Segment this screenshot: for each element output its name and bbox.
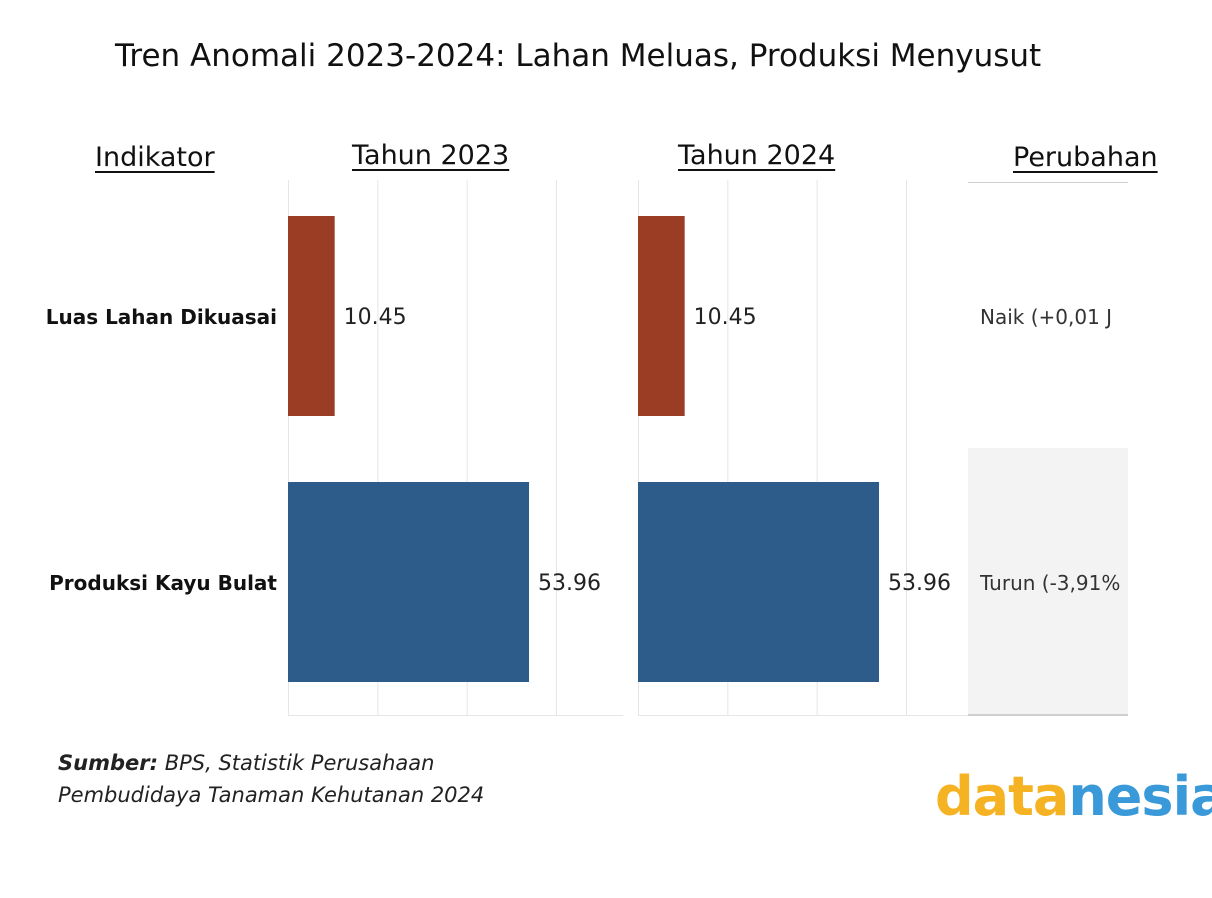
- chart-panel-2023: 10.45 53.96: [288, 180, 623, 716]
- bar-produksi: [288, 482, 530, 682]
- bar-produksi: [638, 482, 880, 682]
- change-bottom-rule: [968, 714, 1128, 716]
- row-label-produksi: Produksi Kayu Bulat: [49, 571, 277, 595]
- change-row-bg: [968, 448, 1128, 714]
- logo-part-nesia: nesia: [1068, 765, 1212, 828]
- logo-part-data: data: [935, 765, 1069, 828]
- source-text: BPS, Statistik Perusahaan Pembudidaya Ta…: [58, 751, 485, 807]
- bar-value-label: 53.96: [888, 571, 951, 596]
- source-label: Sumber:: [58, 751, 158, 775]
- source-note: Sumber: BPS, Statistik Perusahaan Pembud…: [58, 747, 488, 811]
- change-luas-lahan: Naik (+0,01 J: [980, 305, 1113, 329]
- header-tahun-2024: Tahun 2024: [678, 140, 836, 171]
- change-top-rule: [968, 182, 1128, 183]
- bar-luas-lahan: [638, 216, 685, 416]
- row-label-luas-lahan: Luas Lahan Dikuasai: [45, 305, 277, 329]
- bar-luas-lahan: [288, 216, 335, 416]
- change-produksi: Turun (-3,91%: [980, 571, 1121, 595]
- datanesia-logo: datanesia: [935, 765, 1212, 828]
- bar-value-label: 10.45: [344, 305, 407, 330]
- header-perubahan: Perubahan: [1013, 142, 1158, 173]
- bar-value-label: 10.45: [694, 305, 757, 330]
- bar-value-label: 53.96: [538, 571, 601, 596]
- chart-panel-2024: 10.45 53.96: [638, 180, 973, 716]
- header-indikator: Indikator: [95, 142, 215, 173]
- chart-title: Tren Anomali 2023-2024: Lahan Meluas, Pr…: [115, 38, 1042, 74]
- header-tahun-2023: Tahun 2023: [352, 140, 510, 171]
